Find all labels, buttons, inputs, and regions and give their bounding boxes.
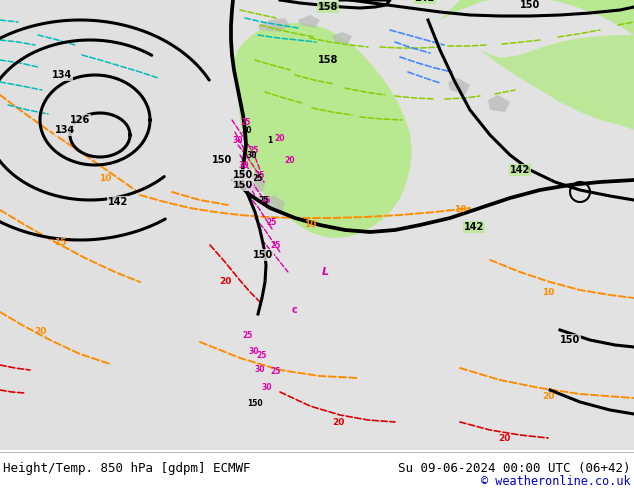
Text: 158: 158 [318,2,338,12]
Text: 150: 150 [212,155,232,165]
Polygon shape [266,195,285,212]
Text: 20: 20 [275,133,285,143]
Text: 25: 25 [255,171,265,179]
Text: 25: 25 [257,350,267,360]
Text: 30: 30 [262,383,272,392]
Text: 150: 150 [233,170,253,180]
Polygon shape [488,95,510,112]
Polygon shape [246,175,266,192]
Text: 25: 25 [243,330,253,340]
Polygon shape [448,78,470,95]
Text: 15: 15 [54,238,66,246]
Text: 142: 142 [108,197,128,207]
Text: © weatheronline.co.uk: © weatheronline.co.uk [481,475,631,488]
Text: 10: 10 [304,220,316,229]
Text: L: L [321,267,328,277]
Polygon shape [298,15,320,28]
Text: 10: 10 [99,173,111,182]
Polygon shape [332,32,352,44]
Text: 10: 10 [454,205,466,214]
Text: 25: 25 [259,196,269,204]
Text: 150: 150 [247,399,263,409]
Text: 30: 30 [247,150,257,160]
Text: 30: 30 [249,347,259,357]
Polygon shape [480,35,634,130]
Text: 20: 20 [219,277,231,287]
Text: 1: 1 [268,136,273,145]
Text: 134: 134 [52,70,72,80]
Text: 150: 150 [253,250,273,260]
Text: 25: 25 [261,196,271,204]
Text: 20: 20 [34,327,46,337]
Text: 142: 142 [510,165,530,175]
Bar [0,0,200,450]
Polygon shape [440,0,634,35]
Text: 150: 150 [560,335,580,345]
Text: 20: 20 [285,155,295,165]
Text: 10: 10 [542,288,554,297]
Text: 158: 158 [318,55,338,65]
Text: 20: 20 [498,434,510,443]
Text: Su 09-06-2024 00:00 UTC (06+42): Su 09-06-2024 00:00 UTC (06+42) [398,462,631,474]
Text: 150: 150 [520,0,540,10]
Text: Height/Temp. 850 hPa [gdpm] ECMWF: Height/Temp. 850 hPa [gdpm] ECMWF [3,462,250,474]
Polygon shape [258,18,290,32]
Text: 25: 25 [267,218,277,226]
Text: 30: 30 [242,125,252,134]
Text: 25: 25 [253,173,263,182]
Text: 126: 126 [70,115,90,125]
Text: 142: 142 [464,222,484,232]
Text: 30: 30 [255,366,265,374]
Text: c: c [292,305,298,315]
Text: 25: 25 [241,118,251,126]
Text: 142: 142 [415,0,435,3]
Text: 30: 30 [239,161,249,170]
Text: 150: 150 [233,180,253,190]
Text: 25: 25 [271,241,281,249]
Text: 25: 25 [271,368,281,376]
Text: 20: 20 [332,418,344,427]
Text: 30: 30 [233,136,243,145]
Text: 25: 25 [249,146,259,154]
Text: 20: 20 [542,392,554,401]
Text: 134: 134 [55,125,75,135]
Text: 30: 30 [245,183,256,193]
Polygon shape [234,23,412,238]
